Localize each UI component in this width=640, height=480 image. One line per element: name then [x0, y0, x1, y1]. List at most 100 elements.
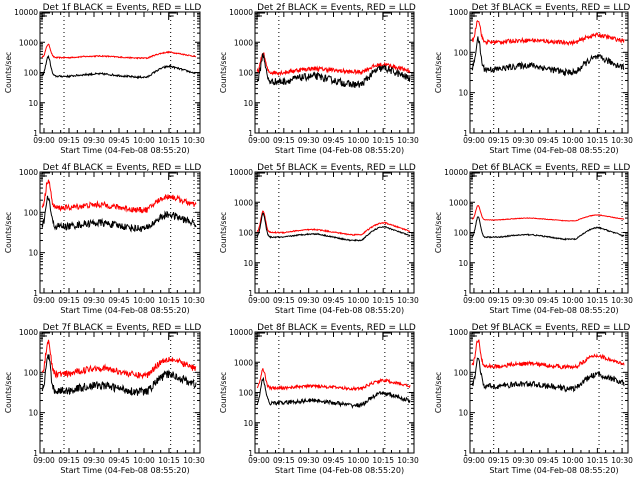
y-tick-label: 1000: [234, 198, 253, 207]
panel-title: Det 7f BLACK = Events, RED = LLD: [43, 323, 202, 333]
y-tick-label: 1000: [19, 328, 38, 337]
x-tick-label: 10:15: [372, 456, 394, 465]
y-tick-label: 10: [28, 99, 38, 108]
y-tick-label: 1: [248, 449, 253, 458]
y-tick-label: 1000: [449, 8, 468, 17]
series-lld-line: [256, 52, 411, 77]
series-lld-line: [41, 179, 197, 214]
x-tick-label: 09:45: [323, 136, 345, 145]
y-tick-label: 100: [454, 229, 469, 238]
x-tick-label: 10:30: [183, 456, 205, 465]
panel-title: Det 1f BLACK = Events, RED = LLD: [43, 3, 202, 13]
interval-marker: [41, 172, 50, 180]
y-tick-label: 100: [239, 389, 254, 398]
interval-marker: [382, 172, 391, 180]
x-tick-label: 10:00: [133, 456, 155, 465]
interval-marker: [256, 332, 265, 340]
x-tick-label: 10:15: [587, 296, 609, 305]
y-tick-label: 1000: [449, 328, 468, 337]
y-tick-label: 1000: [19, 168, 38, 177]
interval-marker: [382, 12, 391, 20]
x-tick-label: 10:30: [183, 296, 205, 305]
y-tick-label: 100: [24, 208, 39, 217]
x-tick-label: 10:30: [397, 296, 419, 305]
x-tick-label: 09:15: [488, 136, 510, 145]
y-axis-label: Counts/sec: [219, 212, 228, 253]
x-tick-label: 10:15: [372, 296, 394, 305]
x-axis-label: Start Time (04-Feb-08 08:55:20): [489, 306, 618, 315]
series-lld-line: [41, 339, 197, 380]
x-axis-label: Start Time (04-Feb-08 08:55:20): [60, 466, 189, 475]
plot-frame: [39, 331, 201, 454]
interval-marker: [382, 332, 391, 340]
x-tick-label: 10:15: [587, 136, 609, 145]
panel-title: Det 8f BLACK = Events, RED = LLD: [257, 323, 416, 333]
panel-title: Det 4f BLACK = Events, RED = LLD: [43, 163, 202, 173]
x-tick-label: 09:30: [298, 456, 320, 465]
y-tick-label: 10: [28, 409, 38, 418]
y-tick-label: 100: [24, 69, 39, 78]
series-lld-line: [471, 20, 625, 47]
x-tick-label: 09:45: [537, 456, 559, 465]
y-tick-label: 1: [463, 289, 468, 298]
x-tick-label: 10:00: [562, 296, 584, 305]
x-tick-label: 09:15: [58, 136, 80, 145]
y-tick-label: 100: [239, 69, 254, 78]
series-lld-line: [471, 339, 625, 370]
interval-marker: [471, 172, 480, 180]
y-tick-label: 10: [458, 259, 468, 268]
x-tick-label: 09:30: [83, 136, 105, 145]
x-tick-label: 09:00: [33, 296, 55, 305]
y-axis-label: Counts/sec: [4, 52, 13, 93]
x-axis-label: Start Time (04-Feb-08 08:55:20): [60, 306, 189, 315]
y-tick-label: 10: [28, 249, 38, 258]
series-events-line: [41, 354, 197, 397]
series-events-line: [471, 357, 625, 393]
panel-det-2: Det 2f BLACK = Events, RED = LLD 1 10 100 10…: [219, 3, 419, 155]
interval-marker: [168, 12, 177, 20]
x-tick-label: 10:30: [611, 456, 633, 465]
x-tick-label: 09:00: [248, 296, 270, 305]
x-axis-label: Start Time (04-Feb-08 08:55:20): [489, 146, 618, 155]
panel-det-6: Det 6f BLACK = Events, RED = LLD 1 10 100 10…: [434, 163, 633, 315]
x-tick-label: 09:15: [273, 296, 295, 305]
x-tick-label: 09:00: [463, 456, 485, 465]
y-axis-label: Counts/sec: [4, 372, 13, 413]
x-axis-label: Start Time (04-Feb-08 08:55:20): [60, 146, 189, 155]
y-tick-label: 1000: [19, 38, 38, 47]
x-tick-label: 10:00: [562, 136, 584, 145]
y-tick-label: 1: [248, 289, 253, 298]
y-tick-label: 100: [454, 368, 469, 377]
y-axis-label: Counts/sec: [434, 212, 443, 253]
x-tick-label: 10:00: [133, 136, 155, 145]
y-tick-label: 1: [33, 289, 38, 298]
series-lld-line: [41, 43, 197, 60]
x-tick-label: 10:15: [158, 456, 180, 465]
x-axis-label: Start Time (04-Feb-08 08:55:20): [275, 466, 404, 475]
y-tick-label: 10: [458, 89, 468, 98]
x-axis-label: Start Time (04-Feb-08 08:55:20): [275, 146, 404, 155]
interval-marker: [256, 12, 265, 20]
interval-marker: [596, 172, 606, 180]
panel-det-5: Det 5f BLACK = Events, RED = LLD 1 10 100 10…: [219, 163, 419, 315]
series-events-line: [256, 212, 411, 242]
y-tick-label: 10000: [444, 168, 468, 177]
series-events-line: [256, 52, 411, 89]
interval-marker: [256, 172, 265, 180]
series-lld-line: [256, 368, 411, 392]
x-tick-label: 09:15: [273, 136, 295, 145]
y-tick-label: 100: [24, 368, 39, 377]
x-tick-label: 10:00: [133, 296, 155, 305]
y-tick-label: 1: [463, 129, 468, 138]
x-tick-label: 09:00: [463, 296, 485, 305]
y-axis-label: Counts/sec: [434, 52, 443, 93]
x-tick-label: 09:30: [298, 136, 320, 145]
x-axis-label: Start Time (04-Feb-08 08:55:20): [275, 306, 404, 315]
y-tick-label: 10000: [229, 328, 253, 337]
panel-title: Det 3f BLACK = Events, RED = LLD: [472, 3, 631, 13]
x-tick-label: 09:15: [488, 456, 510, 465]
series-events-line: [256, 376, 411, 409]
y-tick-label: 1: [463, 449, 468, 458]
x-tick-label: 09:00: [248, 136, 270, 145]
